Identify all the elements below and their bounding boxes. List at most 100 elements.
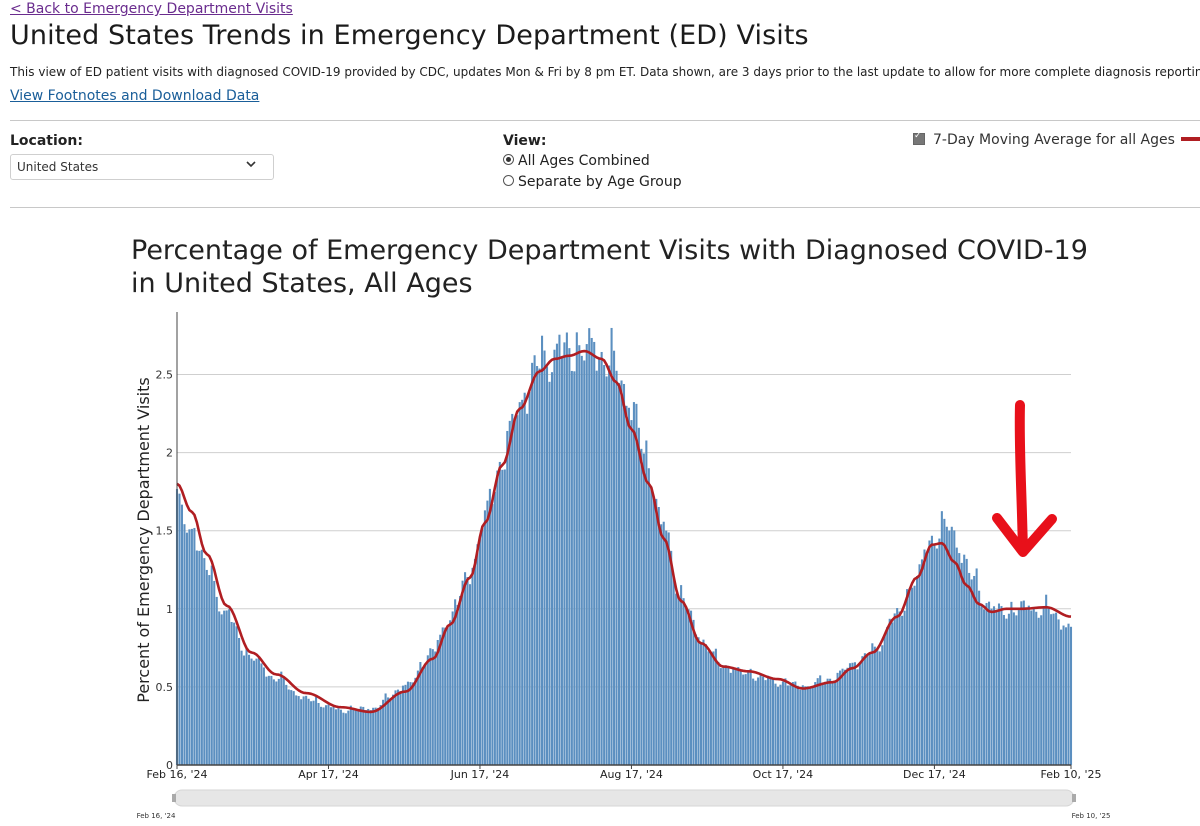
ed-visit-bar bbox=[950, 526, 953, 765]
ed-visit-bar bbox=[1055, 612, 1058, 765]
ed-visit-bar bbox=[1025, 608, 1028, 765]
ed-visit-bar bbox=[930, 535, 933, 765]
ed-visit-bar bbox=[834, 682, 837, 765]
back-to-ed-visits-link[interactable]: < Back to Emergency Department Visits bbox=[10, 1, 293, 17]
ed-visit-bar bbox=[806, 686, 809, 765]
ed-visit-bar bbox=[287, 689, 290, 765]
ed-visit-bar bbox=[928, 540, 931, 765]
ed-visit-bar bbox=[766, 675, 770, 765]
ed-visit-bar bbox=[456, 604, 459, 765]
ed-visit-bar bbox=[332, 706, 335, 765]
ed-visit-bar bbox=[578, 345, 581, 765]
ed-visit-bar bbox=[1057, 619, 1060, 765]
ed-visit-bar bbox=[898, 611, 901, 765]
ed-visit-bar bbox=[662, 521, 665, 765]
chart-axis-labels: 0 0.5 1 1.5 2 2.5 Feb 16, '24 Apr 17, '24 Jun 17… bbox=[134, 368, 1101, 781]
ed-visit-bar bbox=[712, 651, 715, 765]
time-navigator[interactable]: Feb 16, '24 Feb 10, '25 bbox=[137, 789, 1111, 820]
ed-visit-bar bbox=[1060, 629, 1063, 765]
ed-visit-bar bbox=[526, 413, 529, 765]
ed-visit-bar bbox=[903, 610, 906, 765]
ed-visit-bar bbox=[620, 380, 623, 765]
ed-visit-bar bbox=[600, 351, 603, 765]
ed-visit-bar bbox=[414, 677, 417, 765]
ed-visit-bar bbox=[230, 621, 233, 765]
moving-average-label: 7-Day Moving Average for all Ages bbox=[933, 132, 1175, 148]
ed-visit-bar bbox=[881, 645, 884, 765]
ed-visit-bar bbox=[243, 655, 246, 765]
ed-visit-bar bbox=[1022, 600, 1025, 765]
ed-visit-bar bbox=[310, 701, 313, 765]
navigator-end-label: Feb 10, '25 bbox=[1072, 812, 1111, 820]
checkbox-checked-icon[interactable] bbox=[913, 131, 925, 145]
ed-visit-bar bbox=[774, 683, 777, 765]
ed-visit-bar bbox=[747, 671, 750, 765]
x-tick-label: Oct 17, '24 bbox=[753, 768, 814, 781]
ed-visit-bar bbox=[349, 705, 352, 765]
red-arrow-annotation bbox=[992, 400, 1057, 557]
ed-visit-bar bbox=[665, 530, 668, 765]
radio-unselected-icon[interactable] bbox=[503, 175, 514, 186]
ed-visit-bar bbox=[329, 707, 333, 765]
ed-visit-bar bbox=[613, 350, 616, 765]
x-tick-label: Apr 17, '24 bbox=[298, 768, 359, 781]
moving-average-toggle[interactable]: 7-Day Moving Average for all Ages bbox=[913, 131, 1200, 148]
ed-visit-bar bbox=[324, 705, 328, 765]
ed-visit-bar bbox=[935, 548, 938, 765]
ed-visit-bar bbox=[1000, 606, 1003, 765]
y-tick-label: 2 bbox=[166, 447, 173, 460]
ed-visit-bar bbox=[690, 610, 693, 765]
ed-visit-bar bbox=[627, 407, 631, 765]
ed-visit-bar bbox=[468, 584, 472, 765]
ed-visit-bar bbox=[655, 498, 658, 765]
ed-visit-bar bbox=[210, 565, 213, 765]
ed-visit-bar bbox=[195, 550, 198, 765]
ed-visit-bar bbox=[799, 689, 802, 765]
ed-visit-bar bbox=[980, 606, 983, 765]
ed-visit-bar bbox=[640, 448, 643, 765]
ed-visit-bar bbox=[483, 510, 486, 765]
view-option-all-ages[interactable]: All Ages Combined bbox=[503, 153, 650, 169]
navigator-handle-right bbox=[1072, 794, 1076, 802]
view-footnotes-link[interactable]: View Footnotes and Download Data bbox=[10, 88, 260, 104]
ed-visit-bar bbox=[913, 585, 916, 765]
ed-visit-bar bbox=[965, 558, 968, 765]
ed-visit-bar bbox=[436, 639, 439, 765]
ed-visit-bar bbox=[858, 664, 861, 765]
ed-visit-bar bbox=[1005, 618, 1008, 765]
ed-visit-bar bbox=[357, 708, 360, 765]
location-select[interactable]: United States bbox=[10, 154, 274, 180]
ed-visit-bar bbox=[804, 686, 807, 765]
ed-visit-bar bbox=[645, 440, 648, 765]
page-description: This view of ED patient visits with diag… bbox=[10, 64, 1200, 79]
ed-visit-bar bbox=[990, 608, 993, 765]
ed-visit-bar bbox=[868, 653, 871, 765]
ed-visit-bar bbox=[185, 532, 188, 765]
ed-visit-bar bbox=[1050, 614, 1053, 765]
ed-visit-bar bbox=[608, 365, 611, 765]
ed-visit-bar bbox=[670, 550, 673, 765]
ed-visit-bar bbox=[481, 526, 484, 765]
ed-visit-bar bbox=[449, 620, 452, 765]
ed-visit-bar bbox=[377, 707, 380, 765]
ed-visit-bar bbox=[1047, 608, 1050, 765]
ed-visit-bar bbox=[250, 658, 253, 765]
ed-visit-bar bbox=[677, 595, 680, 765]
view-option-by-age-group[interactable]: Separate by Age Group bbox=[503, 174, 682, 190]
ed-visit-bar bbox=[446, 627, 449, 765]
radio-selected-icon[interactable] bbox=[503, 154, 514, 165]
ed-visit-bar bbox=[836, 672, 839, 765]
ed-visit-bar bbox=[560, 358, 563, 765]
ed-visit-bar bbox=[704, 644, 707, 765]
ed-visit-bar bbox=[975, 568, 978, 765]
ed-visit-bar bbox=[416, 670, 419, 765]
ed-visit-bar bbox=[220, 614, 223, 765]
ed-visit-bar bbox=[533, 355, 536, 765]
y-tick-label: 1.5 bbox=[156, 525, 174, 538]
ed-visit-bar bbox=[697, 637, 700, 765]
page-title: United States Trends in Emergency Depart… bbox=[10, 20, 809, 51]
ed-visit-bar bbox=[369, 710, 372, 765]
ed-visit-bar bbox=[409, 682, 412, 765]
ed-visit-bar bbox=[781, 681, 784, 765]
y-tick-label: 0.5 bbox=[156, 681, 174, 694]
